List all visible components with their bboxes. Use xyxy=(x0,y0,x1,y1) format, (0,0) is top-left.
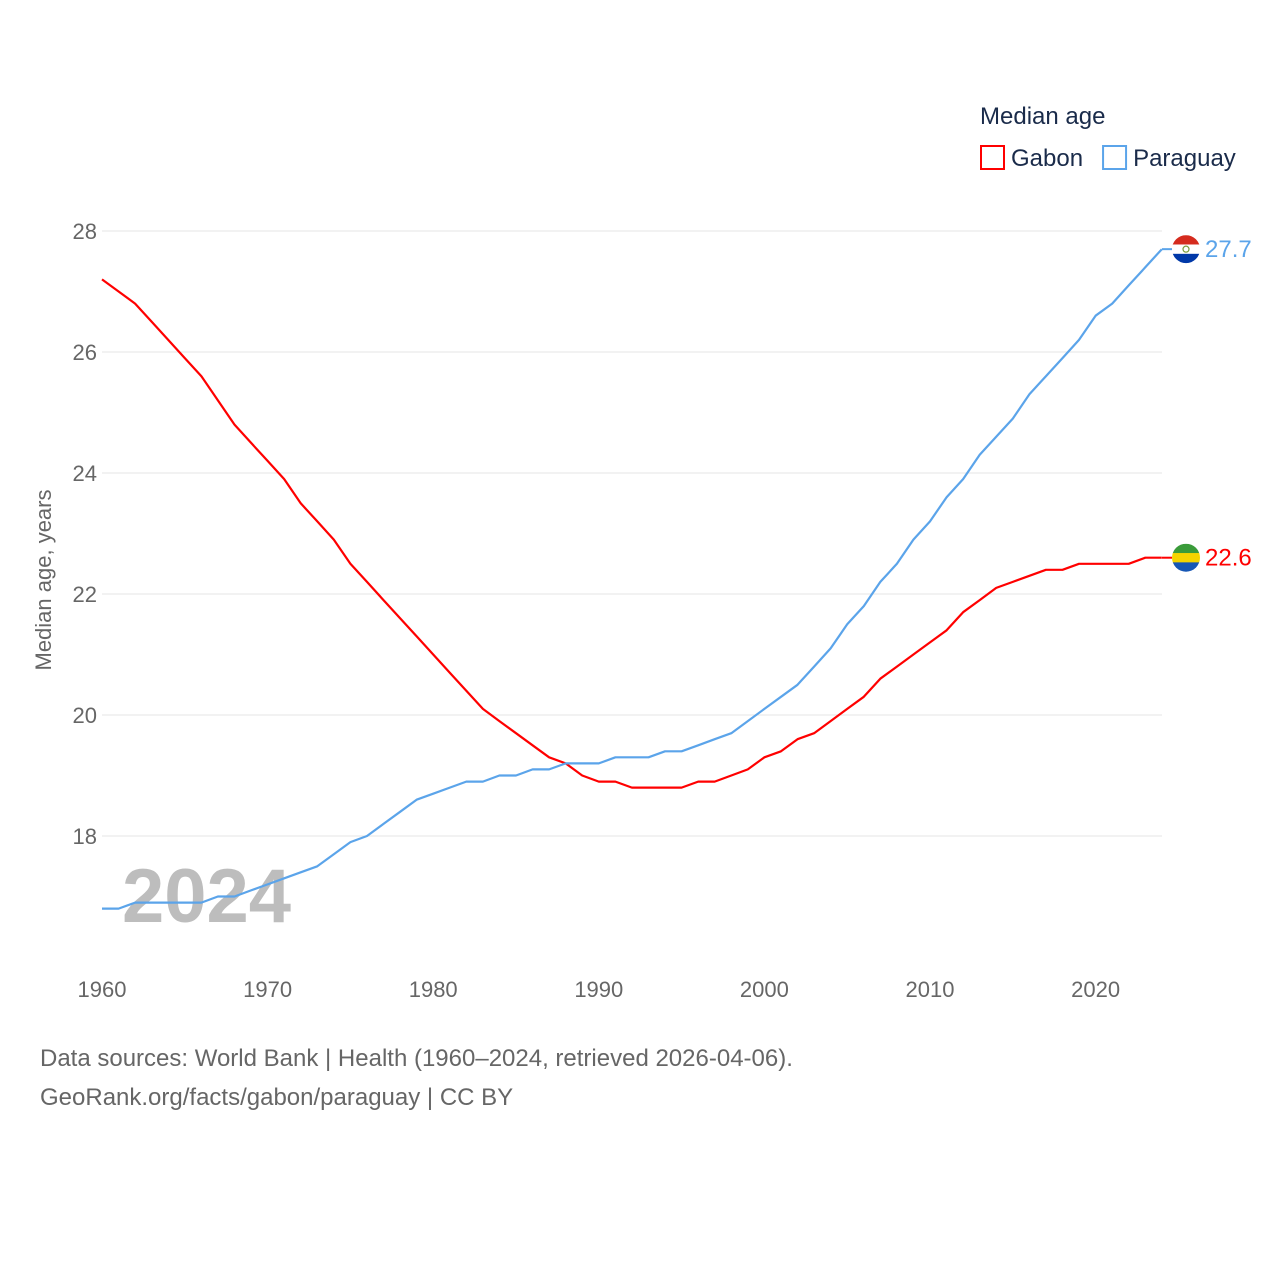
y-tick-label: 18 xyxy=(73,824,97,849)
y-tick-label: 26 xyxy=(73,340,97,365)
series-line-gabon xyxy=(101,278,1162,789)
flag-stripe xyxy=(1172,562,1200,572)
flag-stripe xyxy=(1172,543,1200,554)
y-tick-label: 24 xyxy=(73,461,97,486)
flag-emblem xyxy=(1182,245,1190,253)
paraguay-flag-icon xyxy=(1172,235,1200,264)
end-value-label: 27.7 xyxy=(1205,236,1252,263)
footer-source: Data sources: World Bank | Health (1960–… xyxy=(40,1045,793,1072)
end-value-label: 22.6 xyxy=(1205,545,1252,572)
x-tick-label: 2010 xyxy=(906,977,955,1002)
y-tick-label: 22 xyxy=(73,582,97,607)
legend-title: Median age xyxy=(980,103,1105,130)
x-tick-label: 1970 xyxy=(243,977,292,1002)
y-tick-label: 20 xyxy=(73,703,97,728)
x-tick-label: 1960 xyxy=(78,977,127,1002)
x-tick-label: 1980 xyxy=(409,977,458,1002)
x-tick-label: 1990 xyxy=(574,977,623,1002)
x-tick-label: 2000 xyxy=(740,977,789,1002)
legend-swatch-paraguay xyxy=(1102,145,1128,170)
y-tick-label: 28 xyxy=(73,219,97,244)
gabon-flag-icon xyxy=(1172,543,1200,572)
x-tick-label: 2020 xyxy=(1071,977,1120,1002)
legend-label-gabon: Gabon xyxy=(1011,145,1083,172)
series-line-paraguay xyxy=(102,248,1163,910)
legend-label-paraguay: Paraguay xyxy=(1133,145,1236,172)
flag-stripe xyxy=(1172,553,1200,563)
flag-stripe xyxy=(1172,253,1200,264)
footer-link[interactable]: GeoRank.org/facts/gabon/paraguay | CC BY xyxy=(40,1084,514,1111)
y-axis-label: Median age, years xyxy=(31,490,56,671)
flag-stripe xyxy=(1172,235,1200,245)
flag-stripe xyxy=(1172,244,1200,255)
legend-swatch-gabon xyxy=(980,145,1005,170)
year-watermark: 2024 xyxy=(122,854,291,939)
